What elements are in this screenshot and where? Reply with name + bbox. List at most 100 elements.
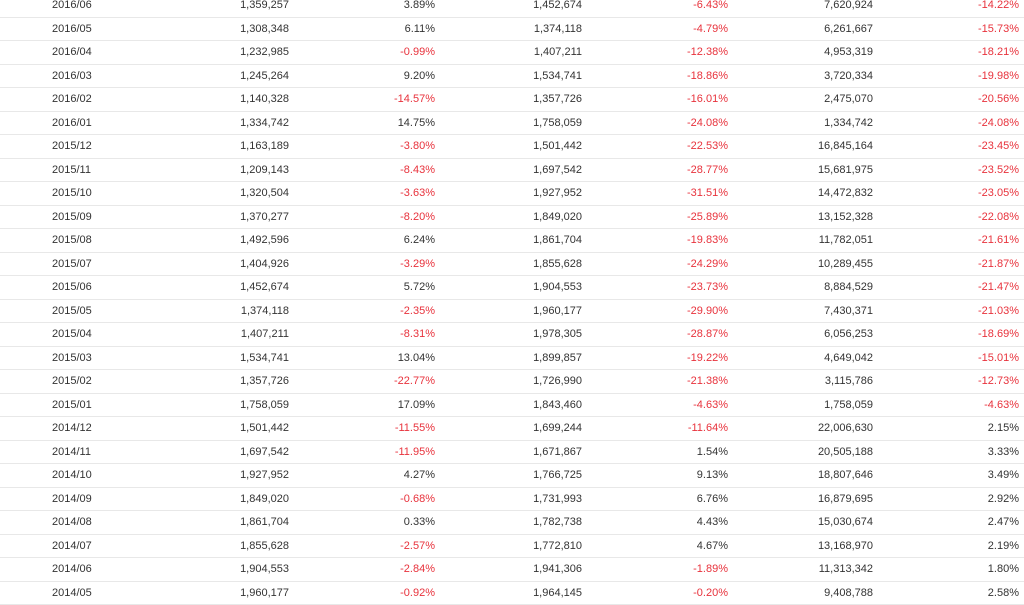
change-b-cell: -11.64% [582, 416, 728, 441]
change-b-cell: -0.20% [582, 581, 728, 605]
change-a-cell: -0.99% [289, 40, 435, 65]
month-cell: 2016/03 [0, 64, 162, 88]
change-b-cell: -18.86% [582, 64, 728, 88]
cumulative-change-cell: -22.08% [873, 205, 1024, 229]
cumulative-change-cell: -21.87% [873, 252, 1024, 276]
change-b-cell: -19.83% [582, 228, 728, 253]
value-a-cell: 1,758,059 [162, 393, 289, 417]
cumulative-change-cell: -23.52% [873, 158, 1024, 182]
cumulative-cell: 4,649,042 [728, 346, 873, 370]
cumulative-change-cell: -23.45% [873, 134, 1024, 159]
table-row: 2015/05 1,374,118 -2.35% 1,960,177 -29.90% 7,… [0, 299, 1024, 323]
cumulative-cell: 18,807,646 [728, 463, 873, 488]
cumulative-change-cell: -20.56% [873, 87, 1024, 112]
cumulative-change-cell: -12.73% [873, 369, 1024, 394]
change-b-cell: -4.79% [582, 17, 728, 41]
value-b-cell: 1,899,857 [435, 346, 582, 370]
change-b-cell: -12.38% [582, 40, 728, 65]
month-cell: 2015/07 [0, 252, 162, 276]
value-b-cell: 1,855,628 [435, 252, 582, 276]
cumulative-change-cell: -4.63% [873, 393, 1024, 417]
change-a-cell: -0.68% [289, 487, 435, 511]
table-row: 2015/10 1,320,504 -3.63% 1,927,952 -31.51% 14… [0, 181, 1024, 206]
value-a-cell: 1,407,211 [162, 322, 289, 347]
month-cell: 2015/04 [0, 322, 162, 347]
value-a-cell: 1,501,442 [162, 416, 289, 441]
change-a-cell: -3.29% [289, 252, 435, 276]
change-a-cell: -2.84% [289, 557, 435, 582]
value-a-cell: 1,357,726 [162, 369, 289, 394]
cumulative-cell: 13,168,970 [728, 534, 873, 558]
table-row: 2015/07 1,404,926 -3.29% 1,855,628 -24.29% 10… [0, 252, 1024, 276]
value-b-cell: 1,849,020 [435, 205, 582, 229]
change-b-cell: -29.90% [582, 299, 728, 323]
value-a-cell: 1,960,177 [162, 581, 289, 605]
cumulative-change-cell: 2.92% [873, 487, 1024, 511]
cumulative-cell: 4,953,319 [728, 40, 873, 65]
table-row: 2016/05 1,308,348 6.11% 1,374,118 -4.79% 6,26… [0, 17, 1024, 41]
month-cell: 2014/10 [0, 463, 162, 488]
cumulative-change-cell: -21.03% [873, 299, 1024, 323]
cumulative-cell: 9,408,788 [728, 581, 873, 605]
cumulative-change-cell: 3.49% [873, 463, 1024, 488]
cumulative-cell: 1,334,742 [728, 111, 873, 135]
change-b-cell: 1.54% [582, 440, 728, 464]
table-row: 2015/04 1,407,211 -8.31% 1,978,305 -28.87% 6,… [0, 322, 1024, 347]
table-row: 2014/10 1,927,952 4.27% 1,766,725 9.13% 18,80… [0, 463, 1024, 488]
cumulative-change-cell: -23.05% [873, 181, 1024, 206]
table-row: 2014/08 1,861,704 0.33% 1,782,738 4.43% 15,03… [0, 510, 1024, 535]
value-a-cell: 1,209,143 [162, 158, 289, 182]
month-cell: 2016/04 [0, 40, 162, 65]
change-a-cell: -0.92% [289, 581, 435, 605]
change-b-cell: -24.29% [582, 252, 728, 276]
value-a-cell: 1,452,674 [162, 275, 289, 300]
value-a-cell: 1,140,328 [162, 87, 289, 112]
month-cell: 2015/05 [0, 299, 162, 323]
month-cell: 2015/02 [0, 369, 162, 394]
change-a-cell: 3.89% [289, 0, 435, 18]
change-b-cell: -16.01% [582, 87, 728, 112]
change-b-cell: -23.73% [582, 275, 728, 300]
change-a-cell: 17.09% [289, 393, 435, 417]
table-row: 2016/02 1,140,328 -14.57% 1,357,726 -16.01% 2… [0, 87, 1024, 112]
cumulative-cell: 14,472,832 [728, 181, 873, 206]
cumulative-cell: 3,115,786 [728, 369, 873, 394]
change-a-cell: 5.72% [289, 275, 435, 300]
cumulative-cell: 15,681,975 [728, 158, 873, 182]
change-a-cell: -22.77% [289, 369, 435, 394]
value-a-cell: 1,492,596 [162, 228, 289, 253]
value-a-cell: 1,245,264 [162, 64, 289, 88]
value-a-cell: 1,163,189 [162, 134, 289, 159]
change-a-cell: 14.75% [289, 111, 435, 135]
value-b-cell: 1,782,738 [435, 510, 582, 535]
change-a-cell: 4.27% [289, 463, 435, 488]
table-row: 2015/09 1,370,277 -8.20% 1,849,020 -25.89% 13… [0, 205, 1024, 229]
value-b-cell: 1,843,460 [435, 393, 582, 417]
table-row: 2014/09 1,849,020 -0.68% 1,731,993 6.76% 16,8… [0, 487, 1024, 511]
cumulative-change-cell: 2.15% [873, 416, 1024, 441]
cumulative-cell: 16,845,164 [728, 134, 873, 159]
value-b-cell: 1,501,442 [435, 134, 582, 159]
value-b-cell: 1,357,726 [435, 87, 582, 112]
cumulative-cell: 2,475,070 [728, 87, 873, 112]
change-a-cell: -11.55% [289, 416, 435, 441]
month-cell: 2014/06 [0, 557, 162, 582]
table-row: 2014/07 1,855,628 -2.57% 1,772,810 4.67% 13,1… [0, 534, 1024, 558]
month-cell: 2016/05 [0, 17, 162, 41]
cumulative-cell: 13,152,328 [728, 205, 873, 229]
month-cell: 2014/12 [0, 416, 162, 441]
cumulative-cell: 10,289,455 [728, 252, 873, 276]
change-b-cell: -21.38% [582, 369, 728, 394]
value-b-cell: 1,772,810 [435, 534, 582, 558]
month-cell: 2015/03 [0, 346, 162, 370]
value-b-cell: 1,960,177 [435, 299, 582, 323]
table-row: 2015/12 1,163,189 -3.80% 1,501,442 -22.53% 16… [0, 134, 1024, 159]
cumulative-cell: 22,006,630 [728, 416, 873, 441]
table-row: 2016/01 1,334,742 14.75% 1,758,059 -24.08% 1,… [0, 111, 1024, 135]
change-a-cell: -11.95% [289, 440, 435, 464]
value-b-cell: 1,731,993 [435, 487, 582, 511]
value-a-cell: 1,697,542 [162, 440, 289, 464]
month-cell: 2015/08 [0, 228, 162, 253]
table-row: 2015/08 1,492,596 6.24% 1,861,704 -19.83% 11,… [0, 228, 1024, 253]
